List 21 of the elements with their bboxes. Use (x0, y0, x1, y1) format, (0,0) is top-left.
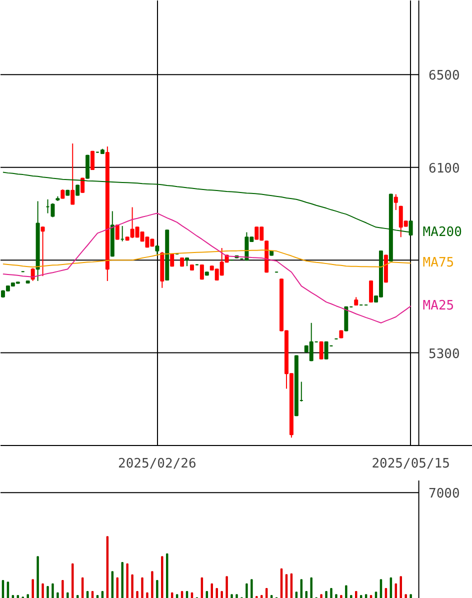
y-tick-label: 6100 (428, 161, 460, 176)
series-label: MA75 (422, 256, 454, 271)
x-tick-label: 2025/02/26 (118, 456, 196, 472)
line-series (2, 212, 412, 324)
line-series (2, 250, 412, 268)
candlestick (155, 244, 160, 255)
y-tick-label: 7000 (428, 486, 460, 502)
y-tick-label: 6500 (428, 68, 460, 84)
candlestick (30, 268, 35, 282)
candlestick (324, 340, 328, 360)
series-label: MA25 (422, 298, 454, 314)
y-tick-label: 5300 (428, 346, 460, 362)
x-tick-label: 2025/05/15 (372, 456, 450, 472)
candlestick (90, 150, 95, 170)
candlestick (394, 194, 398, 211)
candlestick (319, 340, 324, 360)
candlestick (344, 306, 348, 332)
candlestick (40, 226, 45, 277)
candlestick (369, 280, 374, 303)
candlestick (70, 143, 75, 205)
series-label: MA200 (422, 224, 462, 240)
